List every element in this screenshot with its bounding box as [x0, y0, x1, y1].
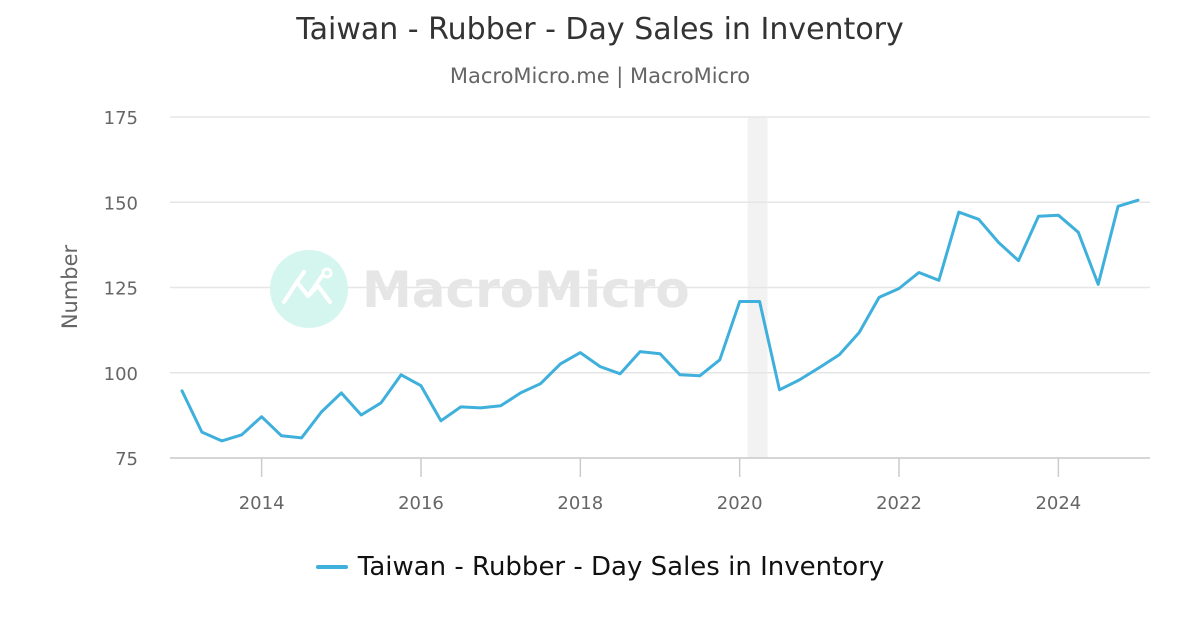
- x-tick-label: 2024: [1035, 493, 1081, 514]
- axes: 75 100 125 150 175 2014 2016 2018 2020 2022 2024: [104, 108, 1150, 514]
- chart-title: Taiwan - Rubber - Day Sales in Inventory: [296, 12, 904, 47]
- legend: Taiwan - Rubber - Day Sales in Inventory: [0, 552, 1200, 582]
- series-line: [180, 198, 1140, 443]
- watermark-text: MacroMicro: [362, 261, 690, 319]
- watermark-logo-icon: [270, 250, 348, 328]
- legend-label: Taiwan - Rubber - Day Sales in Inventory: [357, 552, 885, 582]
- y-tick-label: 175: [104, 108, 138, 129]
- watermark: MacroMicro: [270, 250, 690, 328]
- y-tick-label: 150: [104, 193, 138, 214]
- x-tick-label: 2020: [717, 493, 763, 514]
- y-tick-label: 125: [104, 279, 138, 300]
- chart-subtitle: MacroMicro.me | MacroMicro: [449, 64, 751, 88]
- y-axis-label: Number: [58, 244, 82, 329]
- legend-line-icon: [315, 565, 348, 569]
- x-tick-label: 2022: [876, 493, 922, 514]
- y-tick-label: 75: [115, 449, 138, 470]
- legend-item[interactable]: Taiwan - Rubber - Day Sales in Inventory: [315, 552, 885, 582]
- y-tick-label: 100: [104, 364, 138, 385]
- x-tick-label: 2014: [239, 493, 285, 514]
- x-tick-label: 2018: [557, 493, 603, 514]
- x-tick-label: 2016: [398, 493, 444, 514]
